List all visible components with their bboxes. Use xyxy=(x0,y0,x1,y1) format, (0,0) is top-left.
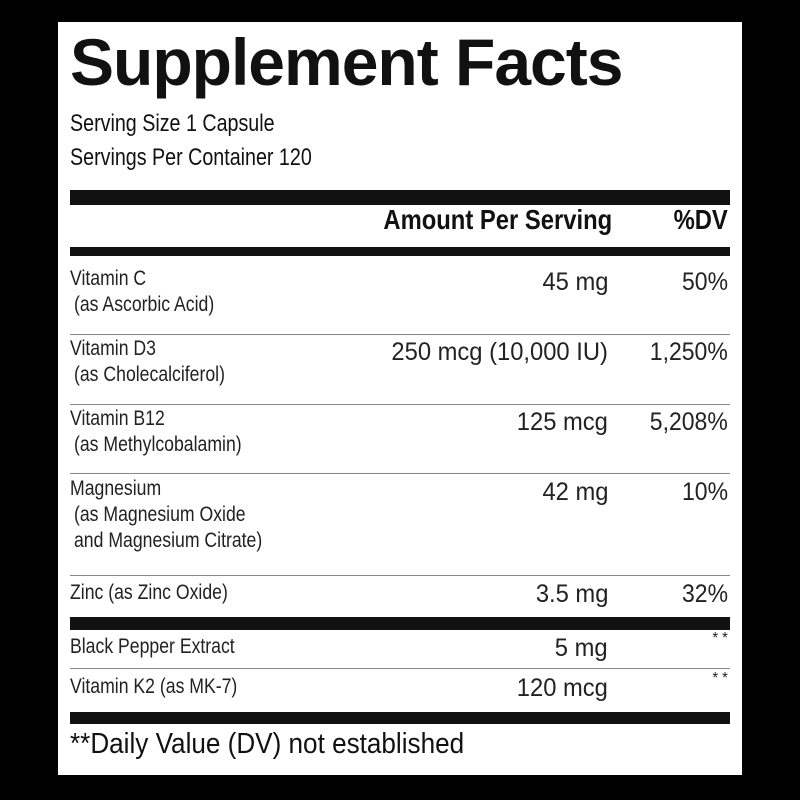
nutrient-name: Zinc (as Zinc Oxide) xyxy=(70,581,228,604)
nutrient-name: Vitamin B12 xyxy=(70,407,165,430)
medium-divider xyxy=(70,247,730,256)
ingredient-dv: * * xyxy=(712,670,728,687)
ingredient-amount: 5 mg xyxy=(555,634,608,662)
dv-header: %DV xyxy=(673,204,728,235)
nutrient-name: Vitamin D3 xyxy=(70,337,156,360)
thick-divider xyxy=(70,617,730,630)
ingredient-dv: * * xyxy=(712,630,728,647)
serving-size: Serving Size 1 Capsule xyxy=(70,110,275,137)
ingredient-amount: 120 mcg xyxy=(516,674,608,702)
ingredient-name: Black Pepper Extract xyxy=(70,635,235,658)
nutrient-name: Vitamin C xyxy=(70,267,147,290)
nutrient-source: (as Methylcobalamin) xyxy=(74,433,242,456)
thick-divider xyxy=(70,712,730,724)
nutrient-amount: 125 mcg xyxy=(516,408,608,436)
row-divider xyxy=(70,668,730,669)
nutrient-dv: 5,208% xyxy=(649,408,728,436)
row-divider xyxy=(70,334,730,335)
nutrient-dv: 32% xyxy=(681,580,728,608)
nutrient-amount: 42 mg xyxy=(541,478,608,506)
nutrient-source: (as Cholecalciferol) xyxy=(74,363,225,386)
footnote: **Daily Value (DV) not established xyxy=(70,728,465,760)
label-title: Supplement Facts xyxy=(70,25,623,99)
supplement-facts-panel: Supplement Facts Serving Size 1 Capsule … xyxy=(58,22,742,775)
nutrient-amount: 45 mg xyxy=(541,268,608,296)
row-divider xyxy=(70,404,730,405)
nutrient-amount: 3.5 mg xyxy=(535,580,608,608)
nutrient-amount: 250 mcg (10,000 IU) xyxy=(391,338,608,366)
thick-divider xyxy=(70,190,730,205)
nutrient-dv: 50% xyxy=(681,268,728,296)
nutrient-source: (as Magnesium Oxide xyxy=(74,503,246,526)
nutrient-dv: 1,250% xyxy=(649,338,728,366)
row-divider xyxy=(70,575,730,576)
row-divider xyxy=(70,473,730,474)
nutrient-name: Magnesium xyxy=(70,477,162,500)
ingredient-name: Vitamin K2 (as MK-7) xyxy=(70,675,238,698)
nutrient-source: (as Ascorbic Acid) xyxy=(74,293,215,316)
nutrient-source: and Magnesium Citrate) xyxy=(74,529,263,552)
servings-per-container: Servings Per Container 120 xyxy=(70,144,312,171)
amount-header: Amount Per Serving xyxy=(383,204,612,235)
nutrient-dv: 10% xyxy=(681,478,728,506)
